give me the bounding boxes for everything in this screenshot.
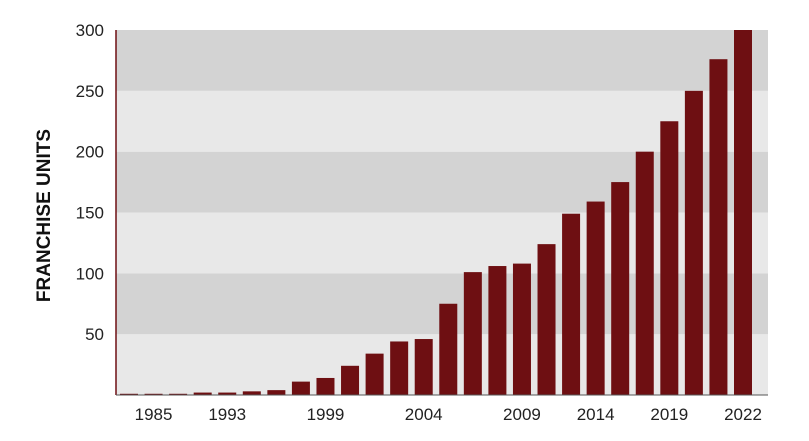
bar [586,201,605,395]
bar [439,303,458,395]
bar [463,272,482,395]
x-tick-label: 2004 [405,405,443,424]
y-tick-label: 50 [85,325,104,344]
bar [193,392,212,395]
bar [414,339,433,395]
bar [242,391,261,395]
y-tick-label: 200 [76,143,104,162]
bar [390,341,409,395]
bar [218,392,237,395]
x-tick-label: 2014 [577,405,615,424]
bar [684,90,703,395]
bar [734,30,752,395]
x-tick-label: 2022 [724,405,762,424]
x-tick-label: 1999 [307,405,345,424]
bar [365,353,384,395]
x-tick-labels: 1985 1993 1999 2004 2009 2014 2019 2022 [135,405,762,424]
grid-band [116,30,768,91]
bar [341,365,360,395]
bar [267,390,286,395]
x-tick-label: 2009 [503,405,541,424]
bar [512,263,531,395]
bar [488,266,507,395]
grid-band [116,212,768,274]
bar [316,377,335,395]
y-tick-label: 250 [76,82,104,101]
bar [611,182,630,395]
bar [709,59,728,395]
bars-group [120,30,752,396]
x-tick-label: 1985 [135,405,173,424]
x-tick-label: 2019 [650,405,688,424]
y-tick-label: 300 [76,21,104,40]
y-tick-label: 150 [76,204,104,223]
y-tick-label: 100 [76,264,104,283]
bar [291,381,310,395]
y-axis-title: FRANCHISE UNITS [34,129,55,302]
grid-band [116,151,768,213]
bar [562,213,581,395]
bar [635,151,654,395]
x-tick-label: 1993 [208,405,246,424]
grid-band [116,90,768,152]
bar [537,244,556,395]
axes-group [115,30,768,396]
grid-bands [116,30,768,395]
bar [660,121,679,395]
y-tick-labels: 50 100 150 200 250 300 [76,21,104,344]
